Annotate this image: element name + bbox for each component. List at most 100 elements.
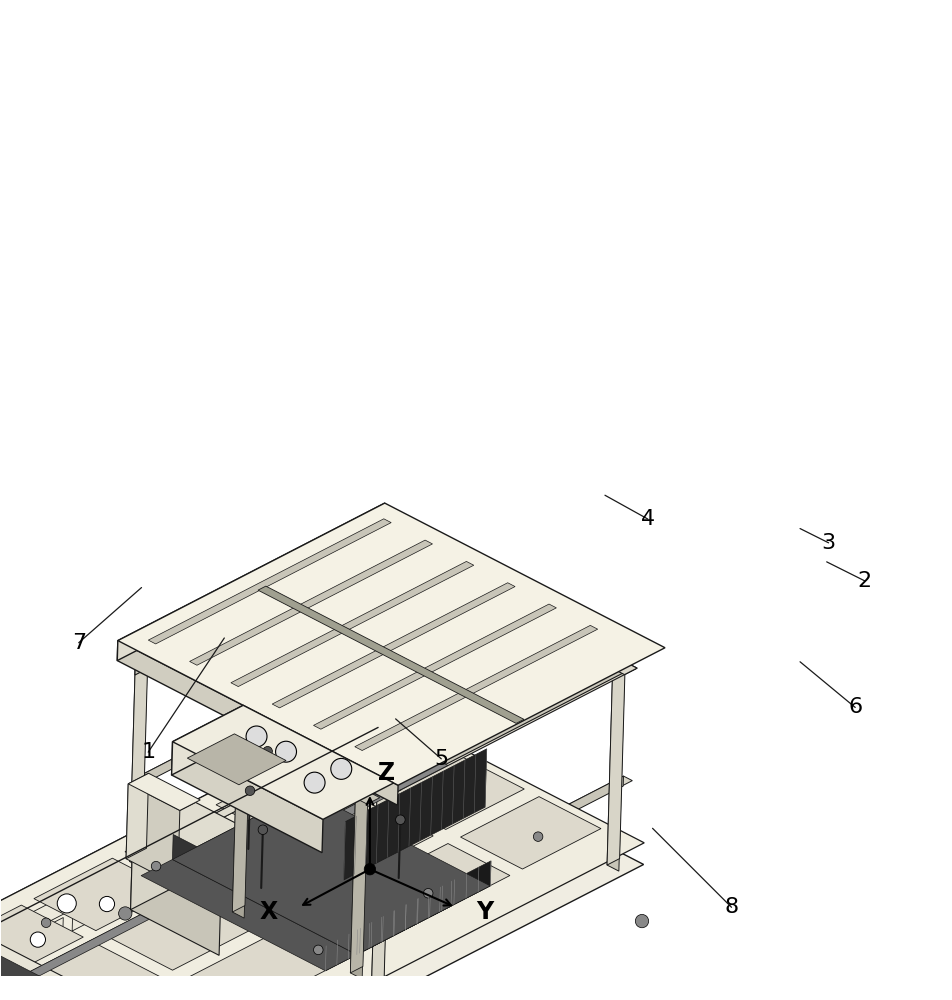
Polygon shape [370,537,636,675]
Polygon shape [0,899,96,1000]
Circle shape [99,896,114,912]
Polygon shape [125,811,266,884]
Polygon shape [0,915,143,1000]
Polygon shape [171,742,323,853]
Polygon shape [313,761,447,830]
Polygon shape [606,669,624,871]
Polygon shape [202,851,342,923]
Polygon shape [375,776,623,914]
Circle shape [635,914,648,928]
Circle shape [304,772,325,793]
Polygon shape [135,537,383,675]
Polygon shape [254,732,374,840]
Polygon shape [264,788,314,832]
Circle shape [308,764,327,784]
Polygon shape [149,519,390,644]
Polygon shape [164,838,298,907]
Circle shape [57,894,76,913]
Polygon shape [0,914,129,1000]
Polygon shape [376,662,625,800]
Polygon shape [258,586,524,723]
Text: X: X [259,900,277,924]
Polygon shape [370,537,395,550]
Polygon shape [133,651,390,784]
Polygon shape [12,918,63,962]
Polygon shape [0,965,142,1000]
Polygon shape [110,898,250,970]
Text: 5: 5 [434,749,448,769]
Polygon shape [188,937,327,1000]
Polygon shape [198,824,246,866]
Polygon shape [0,727,643,1000]
Polygon shape [0,959,42,1000]
Text: 3: 3 [821,533,835,553]
Circle shape [370,748,380,758]
Polygon shape [171,705,243,775]
Polygon shape [139,802,246,875]
Circle shape [423,888,432,898]
Polygon shape [216,764,356,837]
Polygon shape [0,986,141,1000]
Polygon shape [344,749,486,880]
Polygon shape [157,843,356,954]
Polygon shape [96,984,236,1000]
Polygon shape [0,946,6,1000]
Polygon shape [313,604,556,729]
Polygon shape [251,795,450,906]
Polygon shape [15,979,24,990]
Polygon shape [34,858,174,931]
Polygon shape [230,561,473,687]
Polygon shape [72,888,120,931]
Polygon shape [375,776,632,908]
Polygon shape [164,838,289,909]
Circle shape [369,777,383,791]
Polygon shape [369,844,509,916]
Polygon shape [377,662,636,796]
Polygon shape [129,773,200,810]
Polygon shape [135,537,395,671]
Circle shape [261,805,270,814]
Circle shape [225,832,240,847]
Polygon shape [325,881,451,971]
Polygon shape [164,902,173,914]
Polygon shape [323,759,370,802]
Text: 1: 1 [141,742,155,762]
Polygon shape [356,861,490,955]
Circle shape [183,829,202,848]
Text: 8: 8 [724,897,738,917]
Text: 4: 4 [640,509,654,529]
Polygon shape [3,862,124,970]
Circle shape [118,907,131,920]
Circle shape [156,867,171,883]
Circle shape [395,815,405,824]
Polygon shape [172,705,393,819]
Polygon shape [0,727,378,1000]
Text: 2: 2 [857,571,871,591]
Polygon shape [264,737,371,811]
Circle shape [263,746,272,756]
Text: 6: 6 [847,697,862,717]
Polygon shape [129,659,148,862]
Polygon shape [612,662,636,675]
Polygon shape [172,834,357,955]
Circle shape [364,864,375,875]
Polygon shape [232,737,248,918]
Polygon shape [157,766,307,851]
Text: Z: Z [377,761,394,785]
Polygon shape [129,665,147,868]
Polygon shape [117,503,385,661]
Polygon shape [135,659,401,796]
Polygon shape [0,967,41,1000]
Polygon shape [130,802,195,910]
Circle shape [151,861,161,871]
Polygon shape [0,706,644,1000]
Polygon shape [313,826,322,837]
Circle shape [330,758,351,779]
Circle shape [246,726,267,747]
Polygon shape [354,625,597,751]
Polygon shape [15,915,149,984]
Polygon shape [0,986,141,1000]
Polygon shape [606,662,625,865]
Polygon shape [0,905,83,978]
Circle shape [350,767,366,782]
